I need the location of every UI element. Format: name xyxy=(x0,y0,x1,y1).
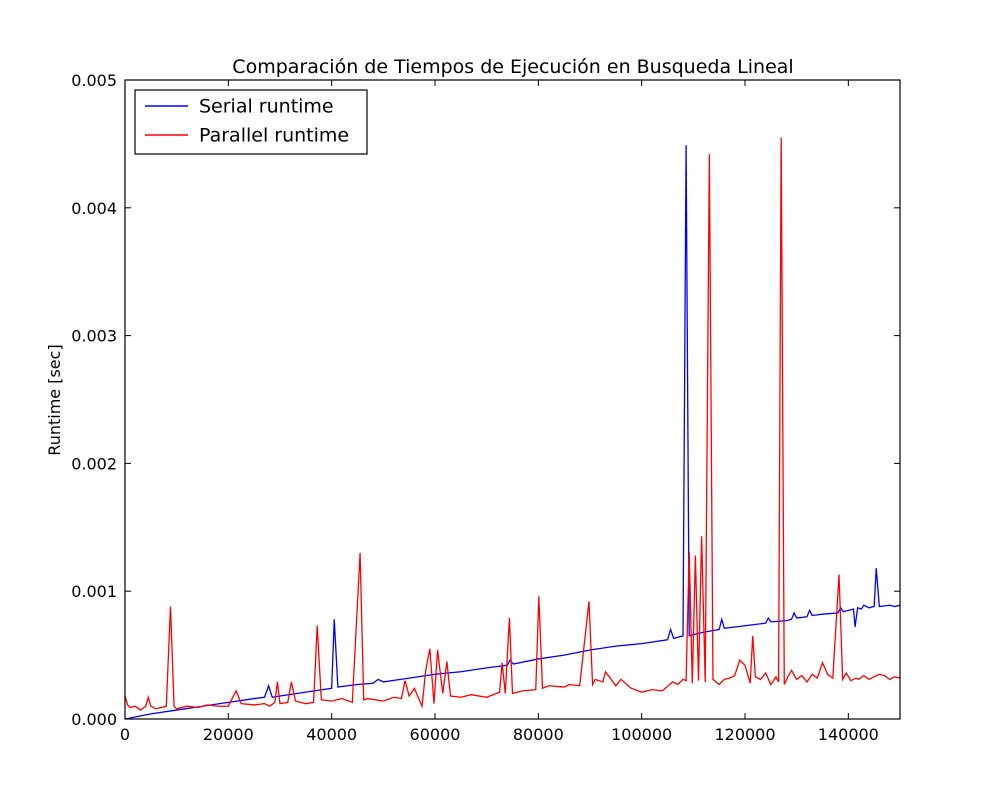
x-tick-label: 100000 xyxy=(611,725,672,744)
x-tick-label: 120000 xyxy=(714,725,775,744)
x-tick-label: 140000 xyxy=(818,725,879,744)
x-tick-label: 20000 xyxy=(203,725,254,744)
serial-runtime-line xyxy=(124,145,901,720)
plot-frame xyxy=(124,79,901,720)
y-tick-label: 0.000 xyxy=(71,710,117,729)
x-tick-label: 0 xyxy=(120,725,130,744)
x-tick-label: 40000 xyxy=(306,725,357,744)
y-tick-label: 0.002 xyxy=(71,454,117,473)
legend: Serial runtime Parallel runtime xyxy=(134,89,368,155)
y-tick-label: 0.004 xyxy=(71,199,117,218)
y-tick-label: 0.003 xyxy=(71,327,117,346)
y-axis-label: Runtime [sec] xyxy=(45,344,64,455)
axis-ticks: 0 20000 40000 60000 80000 100000 120000 140000 0… xyxy=(71,71,900,744)
y-tick-label: 0.005 xyxy=(71,71,117,90)
y-tick-label: 0.001 xyxy=(71,582,117,601)
x-tick-label: 60000 xyxy=(410,725,461,744)
legend-label-serial: Serial runtime xyxy=(199,96,334,118)
series-lines xyxy=(124,137,901,720)
parallel-runtime-line xyxy=(124,137,901,711)
x-tick-label: 80000 xyxy=(513,725,564,744)
legend-label-parallel: Parallel runtime xyxy=(199,125,349,147)
chart-title: Comparación de Tiempos de Ejecución en B… xyxy=(232,56,793,78)
legend-box xyxy=(134,89,368,155)
